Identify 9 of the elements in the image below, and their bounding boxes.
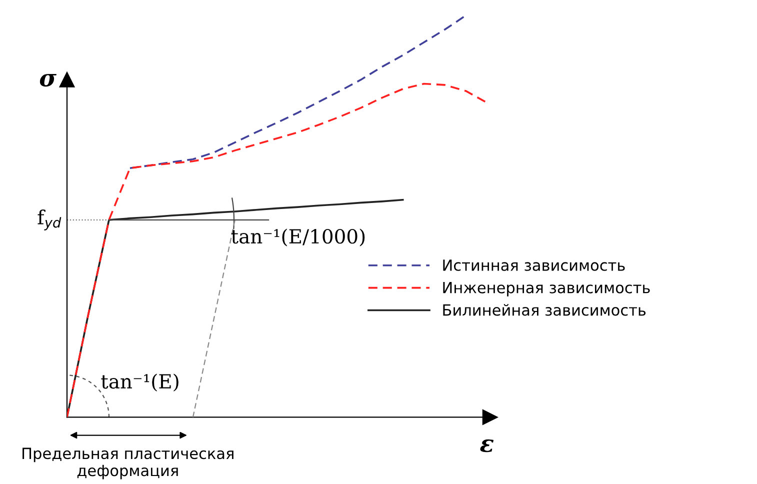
ref-line-label: f$_{yd}$ — [38, 210, 62, 230]
annotation: tan⁻¹(E) — [101, 374, 178, 392]
legend-label: Инженерная зависимость — [443, 282, 650, 296]
legend-label: Истинная зависимость — [443, 260, 625, 271]
annotation: tan⁻¹(E/1000) — [231, 228, 365, 246]
legend-label: Билинейная зависимость — [443, 304, 646, 316]
x-axis-title: ε — [480, 439, 494, 452]
y-axis-title: σ — [40, 74, 57, 87]
text: Предельная пластическая деформация — [22, 448, 234, 480]
